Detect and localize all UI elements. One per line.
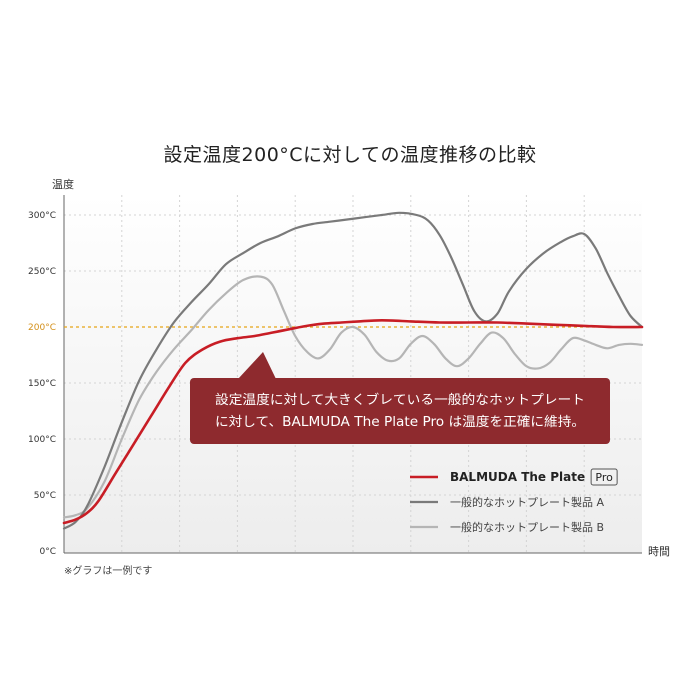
y-tick-label-300: 300°C — [28, 211, 56, 221]
legend-label: 一般的なホットプレート製品 A — [450, 495, 604, 509]
series-line-balmuda — [62, 319, 644, 525]
axes: 0°C 50°C 100°C 150°C 200°C 250°C 300°C — [28, 195, 642, 557]
footnote: ※グラフは一例です — [64, 564, 152, 577]
y-tick-label-0: 0°C — [39, 547, 56, 557]
plot-background — [64, 195, 642, 553]
chart-title: 設定温度200°Cに対しての温度推移の比較 — [163, 144, 537, 166]
series-line-product-a — [62, 211, 644, 530]
legend-label: 一般的なホットプレート製品 B — [450, 520, 604, 534]
legend-label: BALMUDA The Plate — [450, 470, 585, 484]
series-lines — [62, 211, 644, 530]
y-tick-label-250: 250°C — [28, 267, 56, 277]
y-tick-label-200: 200°C — [28, 323, 56, 333]
series-line-product-b — [62, 275, 644, 519]
pro-badge — [590, 468, 618, 486]
y-tick-label-100: 100°C — [28, 435, 56, 445]
callout-pointer — [238, 352, 276, 379]
callout-box — [190, 378, 610, 444]
legend: BALMUDA The Plate Pro 一般的なホットプレート製品 A 一般的なホ… — [410, 468, 618, 534]
callout: 設定温度に対して大きくブレている一般的なホットプレートに対して、BALMUDA … — [190, 352, 610, 444]
callout-text-line: に対して、BALMUDA The Plate Pro は温度を正確に維持。 — [215, 414, 585, 430]
callout-text-line: 設定温度に対して大きくブレている一般的なホットプレート — [215, 392, 585, 408]
pro-badge-label: Pro — [595, 471, 613, 484]
y-tick-label-50: 50°C — [34, 491, 56, 501]
y-axis-title: 温度 — [52, 177, 74, 191]
y-tick-label-150: 150°C — [28, 379, 56, 389]
x-axis-title: 時間 — [648, 545, 670, 558]
